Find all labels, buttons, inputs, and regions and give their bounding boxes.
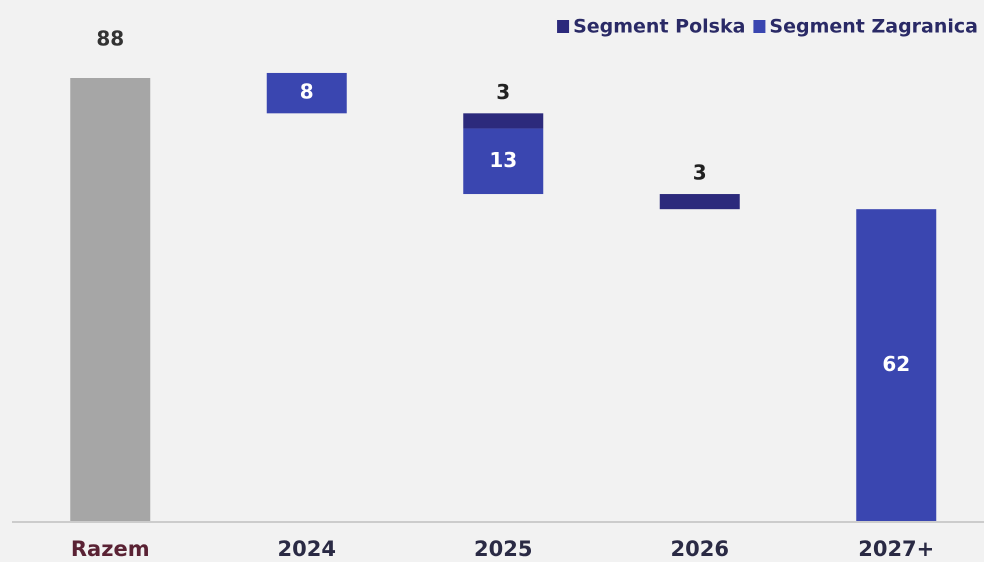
data-label: 88 <box>96 27 124 51</box>
legend-swatch <box>753 20 766 33</box>
legend-label: Segment Polska <box>573 16 745 38</box>
legend-swatch <box>557 20 570 33</box>
legend-label: Segment Zagranica <box>769 16 978 38</box>
bar-segment <box>463 128 544 195</box>
bar-segment <box>266 72 347 114</box>
data-label: 62 <box>882 352 910 376</box>
bar-segment <box>856 209 937 522</box>
data-label: 8 <box>300 80 314 104</box>
data-label: 13 <box>489 148 517 172</box>
data-label: 3 <box>496 80 510 104</box>
bar-segment <box>659 194 740 210</box>
x-tick-label: Razem <box>71 537 150 561</box>
x-tick-label: 2027+ <box>858 537 934 561</box>
total-bar <box>70 78 151 522</box>
bar-segment <box>463 113 544 129</box>
data-label: 3 <box>693 161 707 185</box>
x-tick-label: 2026 <box>671 537 729 561</box>
x-tick-label: 2025 <box>474 537 532 561</box>
x-tick-label: 2024 <box>278 537 336 561</box>
